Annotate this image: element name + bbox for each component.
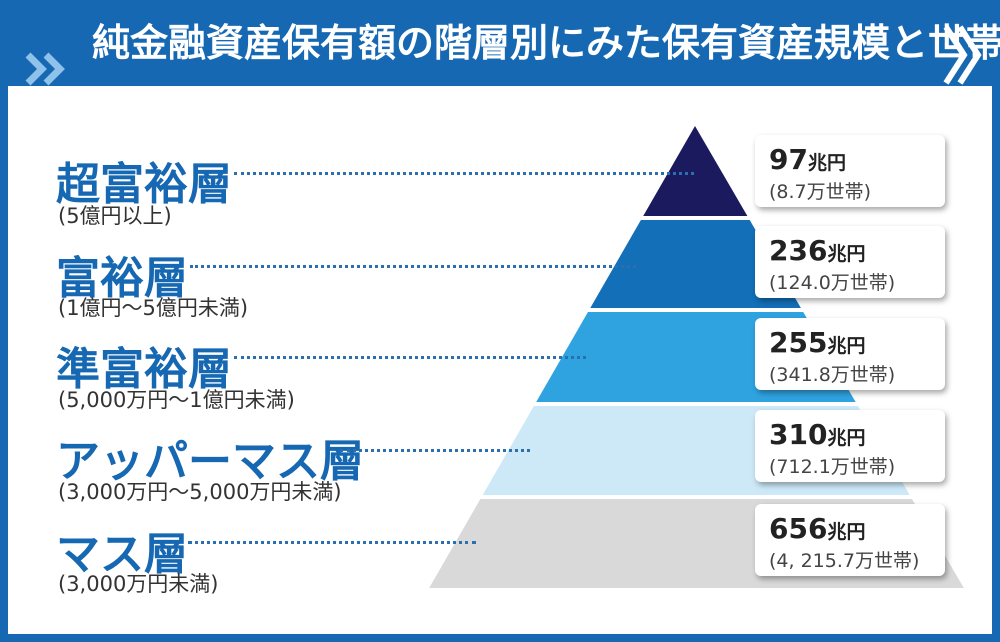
tier-3-households: (341.8万世帯) [769,364,896,386]
page-title: 純金融資産保有額の階層別にみた保有資産規模と世帯数 [92,21,1000,65]
tier-4-households: (712.1万世帯) [769,456,896,478]
tier-4-amount: 310 [769,418,828,451]
tier-5-amount: 656 [769,512,828,545]
double-chevron-right-icon [25,52,65,86]
tier-2-value-box: 236兆円 (124.0万世帯) [755,226,945,298]
tier-5-leader [188,541,476,544]
tier-2-households: (124.0万世帯) [769,272,896,294]
tier-3-amount: 255 [769,326,828,359]
tier-3-name: 準富裕層 [56,344,232,395]
tier-1-unit: 兆円 [807,152,846,174]
tier-3-value-box: 255兆円 (341.8万世帯) [755,318,945,390]
chevron-right-icon [943,25,982,85]
pyramid-tier-2 [590,220,801,308]
tier-4-name: アッパーマス層 [56,436,364,487]
tier-2-unit: 兆円 [827,243,866,265]
tier-5-range: (3,000万円未満) [58,572,219,596]
tier-4-leader [340,449,530,452]
tier-3-range: (5,000万円〜1億円未満) [58,388,295,412]
pyramid-tier-1 [643,126,748,216]
tier-5-name: マス層 [56,529,188,580]
tier-5-households: (4, 215.7万世帯) [769,550,920,572]
tier-4-range: (3,000万円〜5,000万円未満) [58,480,342,504]
tier-2-range: (1億円〜5億円未満) [58,296,249,320]
tier-4-value-box: 310兆円 (712.1万世帯) [755,410,945,482]
tier-1-name: 超富裕層 [56,159,232,210]
tier-5-unit: 兆円 [827,521,866,543]
tier-1-leader [234,172,694,175]
tier-5-value-box: 656兆円 (4, 215.7万世帯) [755,504,945,576]
tier-2-name: 富裕層 [56,253,188,304]
tier-1-amount: 97 [769,143,808,176]
tier-3-unit: 兆円 [827,335,866,357]
tier-1-range: (5億円以上) [58,204,172,228]
tier-1-households: (8.7万世帯) [769,181,872,203]
header-bar: 純金融資産保有額の階層別にみた保有資産規模と世帯数 [0,0,1000,86]
tier-3-leader [234,356,586,359]
tier-2-amount: 236 [769,234,828,267]
tier-4-unit: 兆円 [827,427,866,449]
tier-1-value-box: 97兆円 (8.7万世帯) [755,135,945,207]
tier-2-leader [190,265,636,268]
